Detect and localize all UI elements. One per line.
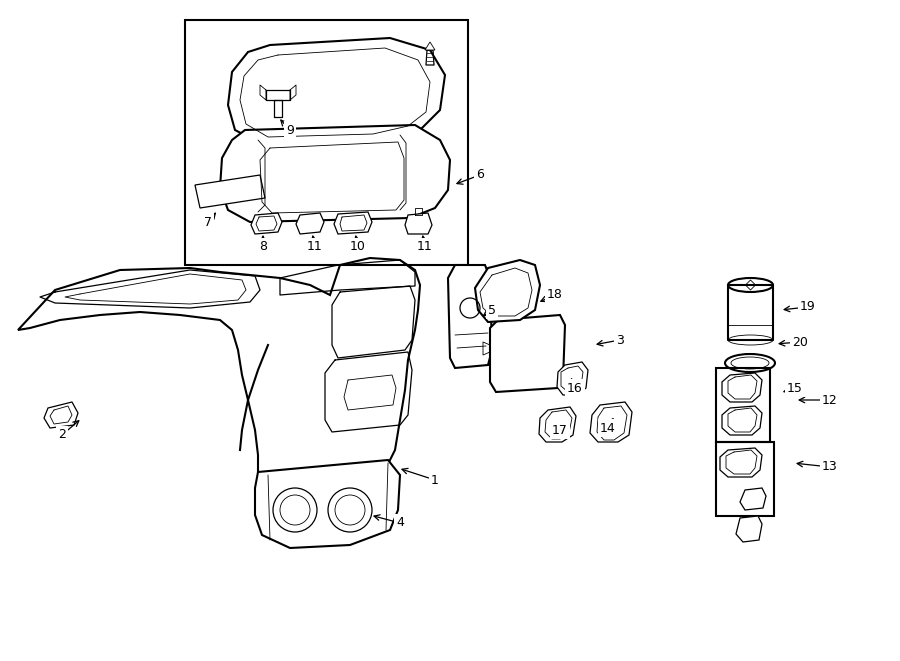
Polygon shape (539, 407, 576, 442)
Polygon shape (475, 260, 540, 322)
Text: 2: 2 (58, 428, 66, 442)
Text: 17: 17 (552, 424, 568, 436)
Text: 9: 9 (286, 124, 294, 137)
Polygon shape (740, 488, 766, 510)
Polygon shape (220, 125, 450, 222)
Bar (716, 442, 774, 516)
Text: 6: 6 (476, 169, 484, 182)
Polygon shape (557, 362, 588, 395)
Text: 3: 3 (616, 334, 624, 346)
Polygon shape (195, 175, 265, 208)
Polygon shape (722, 373, 762, 402)
Text: 11: 11 (417, 241, 433, 254)
Polygon shape (720, 448, 762, 477)
Polygon shape (448, 265, 492, 368)
Text: 14: 14 (600, 422, 616, 434)
Polygon shape (44, 402, 78, 428)
Text: 13: 13 (822, 461, 838, 473)
Text: 18: 18 (547, 288, 562, 301)
Polygon shape (296, 213, 324, 234)
Text: 11: 11 (307, 241, 323, 254)
Polygon shape (722, 406, 762, 435)
Polygon shape (425, 42, 435, 50)
Polygon shape (228, 38, 445, 143)
Text: 7: 7 (204, 215, 212, 229)
Bar (716, 368, 770, 442)
Text: 20: 20 (792, 336, 808, 348)
Polygon shape (18, 258, 420, 520)
Polygon shape (251, 213, 282, 234)
Text: 10: 10 (350, 241, 366, 254)
Text: 1: 1 (431, 473, 439, 486)
Text: 4: 4 (396, 516, 404, 529)
Polygon shape (255, 460, 400, 548)
Text: 16: 16 (567, 381, 583, 395)
Text: 8: 8 (259, 241, 267, 254)
Bar (185, 20, 468, 265)
Text: 19: 19 (800, 301, 816, 313)
Polygon shape (490, 315, 565, 392)
Polygon shape (405, 213, 432, 234)
Text: 12: 12 (822, 393, 838, 407)
Text: 15: 15 (788, 381, 803, 395)
Text: 5: 5 (488, 303, 496, 317)
Polygon shape (736, 516, 762, 542)
Polygon shape (590, 402, 632, 442)
Polygon shape (334, 212, 372, 234)
